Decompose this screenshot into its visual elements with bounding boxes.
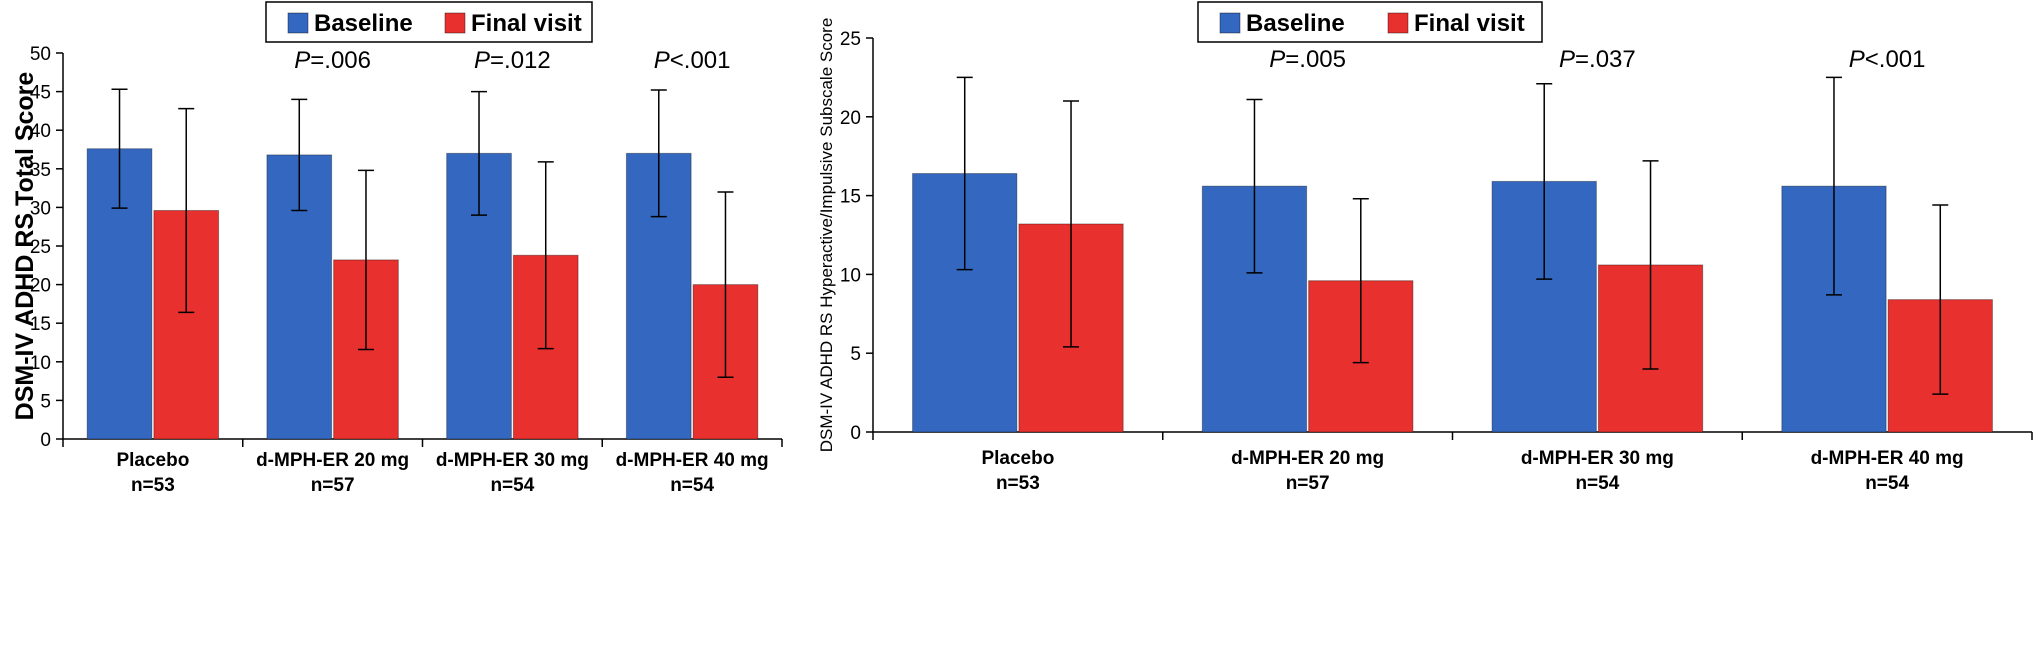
y-tick-label: 35 xyxy=(30,160,51,181)
legend-swatch-baseline xyxy=(1219,12,1241,34)
y-tick-label: 10 xyxy=(30,353,51,374)
y-tick-label: 10 xyxy=(840,265,861,286)
p-value-text: =.006 xyxy=(310,47,371,74)
y-tick-label: 15 xyxy=(30,314,51,335)
category-label: d-MPH-ER 20 mg xyxy=(1231,448,1384,469)
category-label: d-MPH-ER 40 mg xyxy=(1811,448,1964,469)
sample-size-label: n=57 xyxy=(311,475,355,496)
sample-size-label: n=57 xyxy=(1286,473,1330,494)
category-label: d-MPH-ER 30 mg xyxy=(436,450,589,471)
p-value-label: P<.001 xyxy=(1849,46,1926,73)
y-tick-label: 0 xyxy=(40,430,51,451)
legend-label-baseline: Baseline xyxy=(1246,10,1345,37)
sample-size-label: n=54 xyxy=(670,475,714,496)
y-tick-label: 50 xyxy=(30,44,51,65)
sample-size-label: n=54 xyxy=(1575,473,1619,494)
p-value-prefix: P xyxy=(294,47,310,74)
sample-size-label: n=53 xyxy=(996,473,1040,494)
p-value-text: =.005 xyxy=(1285,46,1346,73)
y-tick-label: 40 xyxy=(30,121,51,142)
y-axis-label: DSM-IV ADHD RS Hyperactive/Impulsive Sub… xyxy=(817,18,836,453)
y-tick-label: 30 xyxy=(30,198,51,219)
p-value-text: <.001 xyxy=(670,47,731,74)
sample-size-label: n=54 xyxy=(490,475,534,496)
p-value-prefix: P xyxy=(654,47,670,74)
category-label: Placebo xyxy=(116,450,189,471)
y-tick-label: 20 xyxy=(30,276,51,297)
legend-swatch-final-visit xyxy=(1387,12,1409,34)
y-tick-label: 0 xyxy=(850,423,861,444)
y-tick-label: 5 xyxy=(850,344,861,365)
legend-swatch-baseline xyxy=(287,12,309,34)
sample-size-label: n=54 xyxy=(1865,473,1909,494)
p-value-text: =.012 xyxy=(490,47,551,74)
category-label: Placebo xyxy=(981,448,1054,469)
p-value-label: P=.037 xyxy=(1559,46,1636,73)
category-label: d-MPH-ER 30 mg xyxy=(1521,448,1674,469)
legend-label-final-visit: Final visit xyxy=(471,10,582,37)
p-value-text: =.037 xyxy=(1575,46,1636,73)
y-tick-label: 20 xyxy=(840,108,861,129)
y-tick-label: 25 xyxy=(840,29,861,50)
legend-label-baseline: Baseline xyxy=(314,10,413,37)
category-label: d-MPH-ER 40 mg xyxy=(616,450,769,471)
total-score-chart: 0 5 10 15 20 25 30 35 40 45 50 DSM-IV ADHD RS Total… xyxy=(11,1,783,496)
legend-swatch-final-visit xyxy=(444,12,466,34)
y-tick-label: 45 xyxy=(30,83,51,104)
p-value-label: P=.006 xyxy=(294,47,371,74)
category-label: d-MPH-ER 20 mg xyxy=(256,450,409,471)
p-value-prefix: P xyxy=(474,47,490,74)
y-tick-label: 25 xyxy=(30,237,51,258)
y-axis-label: DSM-IV ADHD RS Total Score xyxy=(11,72,39,421)
p-value-prefix: P xyxy=(1269,46,1285,73)
p-value-prefix: P xyxy=(1849,46,1865,73)
legend-box xyxy=(1197,1,1543,43)
sample-size-label: n=53 xyxy=(131,475,175,496)
legend-box xyxy=(265,1,593,43)
p-value-label: P=.005 xyxy=(1269,46,1346,73)
left-chart-panel: 0 5 10 15 20 25 30 35 40 45 50 DSM-IV ADHD RS Total… xyxy=(0,0,800,645)
p-value-prefix: P xyxy=(1559,46,1575,73)
right-chart-panel: 0 5 10 15 20 25 DSM-IV ADHD RS Hyperactive/Imp… xyxy=(810,0,2042,645)
p-value-label: P=.012 xyxy=(474,47,551,74)
y-tick-label: 15 xyxy=(840,187,861,208)
legend-label-final-visit: Final visit xyxy=(1414,10,1525,37)
p-value-label: P<.001 xyxy=(654,47,731,74)
p-value-text: <.001 xyxy=(1865,46,1926,73)
y-tick-label: 5 xyxy=(40,391,51,412)
